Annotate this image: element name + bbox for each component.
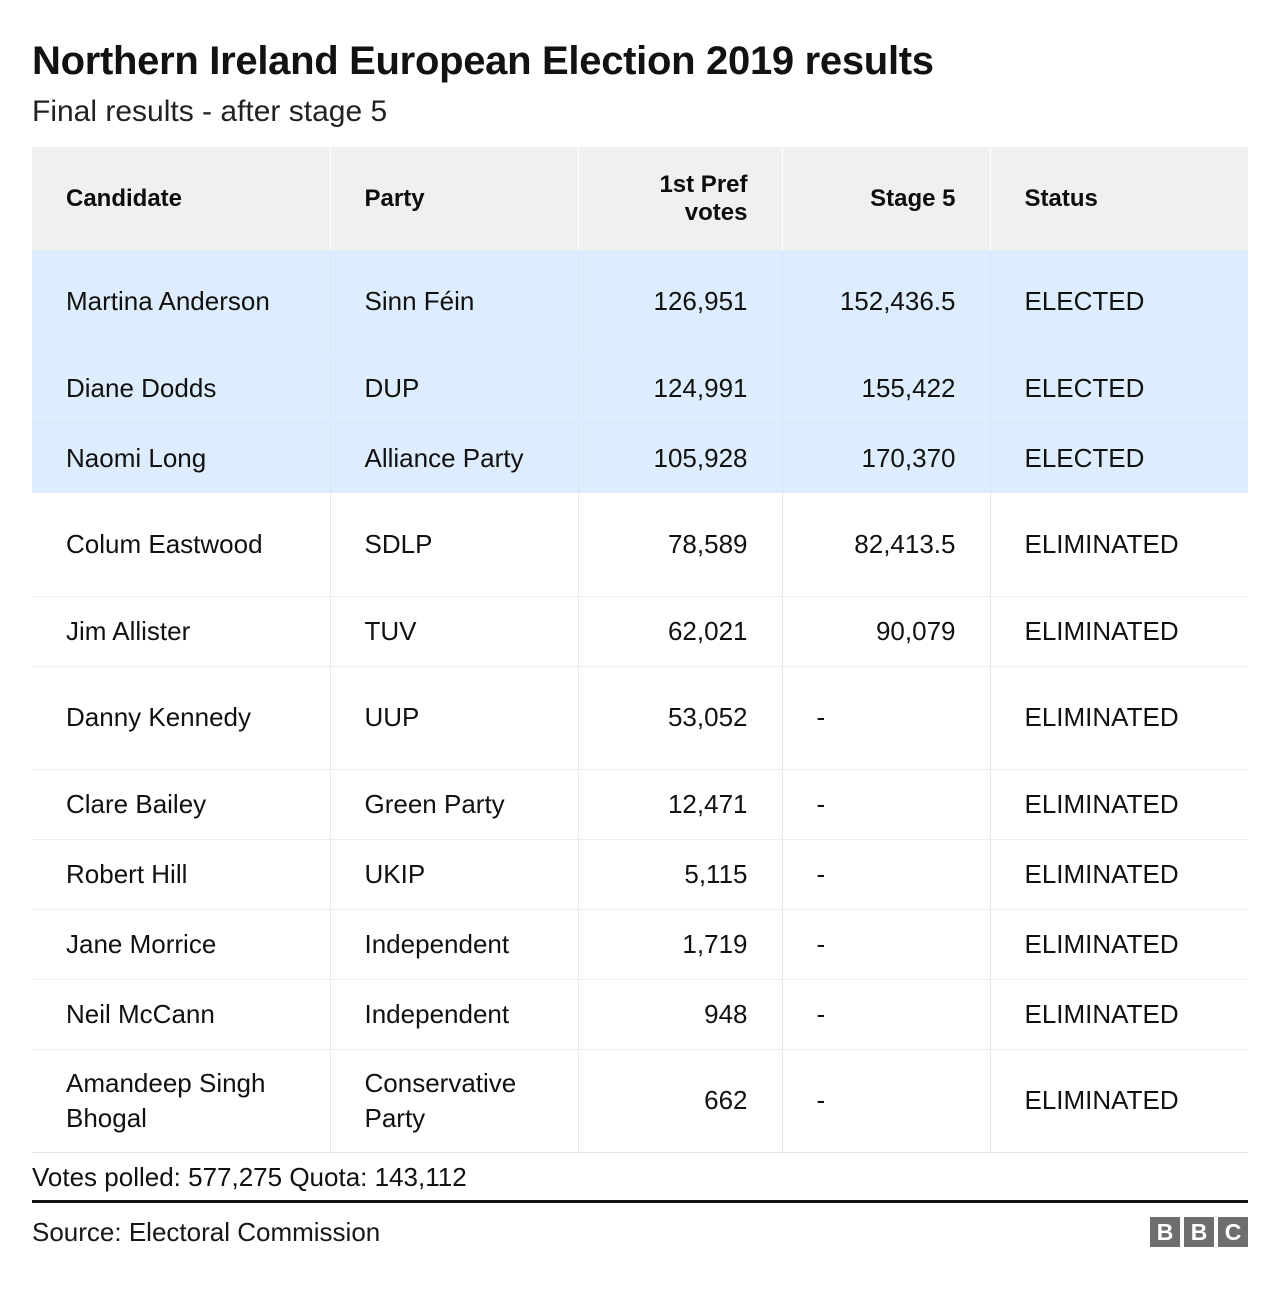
cell-candidate: Martina Anderson — [32, 250, 331, 354]
table-row: Martina Anderson Sinn Féin 126,951 152,436.… — [32, 250, 1248, 354]
cell-candidate: Diane Dodds — [32, 353, 331, 424]
cell-stage5: - — [782, 979, 991, 1050]
column-header-party: Party — [330, 147, 579, 250]
page-title: Northern Ireland European Election 2019 … — [32, 39, 934, 83]
cell-status: ELIMINATED — [990, 979, 1248, 1050]
cell-candidate: Danny Kennedy — [32, 666, 331, 770]
cell-stage5: - — [782, 769, 991, 840]
votes-polled-note: Votes polled: 577,275 Quota: 143,112 — [32, 1161, 467, 1192]
table-row: Robert Hill UKIP 5,115- ELIMINATED — [32, 839, 1248, 910]
table-row: Colum Eastwood SDLP 78,589 82,413.5 ELIMINAT… — [32, 493, 1248, 597]
column-header-first-pref-votes: 1st Pref votes — [578, 147, 783, 250]
cell-stage5: - — [782, 1049, 991, 1153]
results-table-container: Candidate Party 1st Pref votes Stage 5 S… — [32, 147, 1248, 1153]
cell-stage5: - — [782, 909, 991, 980]
cell-first_pref: 78,589 — [578, 493, 783, 597]
cell-candidate: Jim Allister — [32, 596, 331, 667]
table-row: Jim Allister TUV 62,021 90,079 ELIMINATED — [32, 596, 1248, 667]
cell-status: ELECTED — [990, 353, 1248, 424]
footer-divider — [32, 1199, 1248, 1203]
cell-candidate: Naomi Long — [32, 423, 331, 493]
cell-status: ELECTED — [990, 423, 1248, 493]
page-subtitle: Final results - after stage 5 — [32, 95, 388, 128]
cell-first_pref: 105,928 — [578, 423, 783, 493]
cell-first_pref: 662 — [578, 1049, 783, 1153]
cell-party: Independent — [330, 909, 579, 980]
cell-candidate: Amandeep Singh Bhogal — [32, 1049, 331, 1153]
results-table: Candidate Party 1st Pref votes Stage 5 S… — [32, 147, 1248, 1153]
cell-first_pref: 62,021 — [578, 596, 783, 667]
cell-candidate: Jane Morrice — [32, 909, 331, 980]
table-row: Danny Kennedy UUP 53,052- ELIMINATED — [32, 666, 1248, 770]
cell-status: ELIMINATED — [990, 909, 1248, 980]
column-header-stage-5: Stage 5 — [782, 147, 991, 250]
cell-candidate: Neil McCann — [32, 979, 331, 1050]
cell-party: UUP — [330, 666, 579, 770]
cell-status: ELIMINATED — [990, 839, 1248, 910]
cell-stage5: - — [782, 839, 991, 910]
cell-status: ELIMINATED — [990, 1049, 1248, 1153]
cell-stage5: 155,422 — [782, 353, 991, 424]
source-row: Source: Electoral Commission B B C — [32, 1203, 1248, 1248]
table-row: Diane Dodds DUP 124,991 155,422 ELECTED — [32, 353, 1248, 424]
cell-status: ELIMINATED — [990, 493, 1248, 597]
cell-status: ELIMINATED — [990, 596, 1248, 667]
cell-first_pref: 12,471 — [578, 769, 783, 840]
cell-first_pref: 126,951 — [578, 250, 783, 354]
cell-first_pref: 948 — [578, 979, 783, 1050]
cell-party: Sinn Féin — [330, 250, 579, 354]
cell-status: ELIMINATED — [990, 769, 1248, 840]
cell-party: Alliance Party — [330, 423, 579, 493]
cell-party: DUP — [330, 353, 579, 424]
bbc-logo-letter-3: C — [1218, 1216, 1248, 1247]
cell-party: UKIP — [330, 839, 579, 910]
table-row: Amandeep Singh Bhogal Conservative Party 6… — [32, 1049, 1248, 1153]
table-row: Clare Bailey Green Party 12,471- ELIMINATED — [32, 769, 1248, 840]
cell-first_pref: 124,991 — [578, 353, 783, 424]
cell-candidate: Colum Eastwood — [32, 493, 331, 597]
cell-party: SDLP — [330, 493, 579, 597]
cell-party: Green Party — [330, 769, 579, 840]
cell-candidate: Robert Hill — [32, 839, 331, 910]
table-row: Jane Morrice Independent 1,719- ELIMINATED — [32, 909, 1248, 980]
cell-stage5: 152,436.5 — [782, 250, 991, 354]
table-row: Naomi Long Alliance Party 105,928 170,370 EL… — [32, 423, 1248, 493]
cell-stage5: 82,413.5 — [782, 493, 991, 597]
cell-candidate: Clare Bailey — [32, 769, 331, 840]
cell-status: ELIMINATED — [990, 666, 1248, 770]
bbc-logo-letter-1: B — [1150, 1216, 1180, 1247]
cell-first_pref: 53,052 — [578, 666, 783, 770]
column-header-first-pref-line2: votes — [684, 198, 748, 226]
cell-stage5: 170,370 — [782, 423, 991, 493]
cell-first_pref: 1,719 — [578, 909, 783, 980]
cell-party: TUV — [330, 596, 579, 667]
cell-stage5: - — [782, 666, 991, 770]
cell-party: Conservative Party — [330, 1049, 579, 1153]
table-header: Candidate Party 1st Pref votes Stage 5 S… — [32, 147, 1248, 250]
table-row: Neil McCann Independent 948- ELIMINATED — [32, 979, 1248, 1050]
bbc-logo: B B C — [1150, 1216, 1248, 1247]
cell-status: ELECTED — [990, 250, 1248, 354]
cell-party: Independent — [330, 979, 579, 1050]
cell-stage5: 90,079 — [782, 596, 991, 667]
source-label: Source: Electoral Commission — [32, 1216, 381, 1247]
column-header-candidate: Candidate — [32, 147, 331, 250]
column-header-status: Status — [990, 147, 1248, 250]
bbc-logo-letter-2: B — [1184, 1216, 1214, 1247]
table-header-row: Candidate Party 1st Pref votes Stage 5 S… — [32, 147, 1248, 250]
column-header-first-pref-line1: 1st Pref — [659, 170, 748, 198]
cell-first_pref: 5,115 — [578, 839, 783, 910]
table-body: Martina Anderson Sinn Féin 126,951 152,436.… — [32, 250, 1248, 1153]
